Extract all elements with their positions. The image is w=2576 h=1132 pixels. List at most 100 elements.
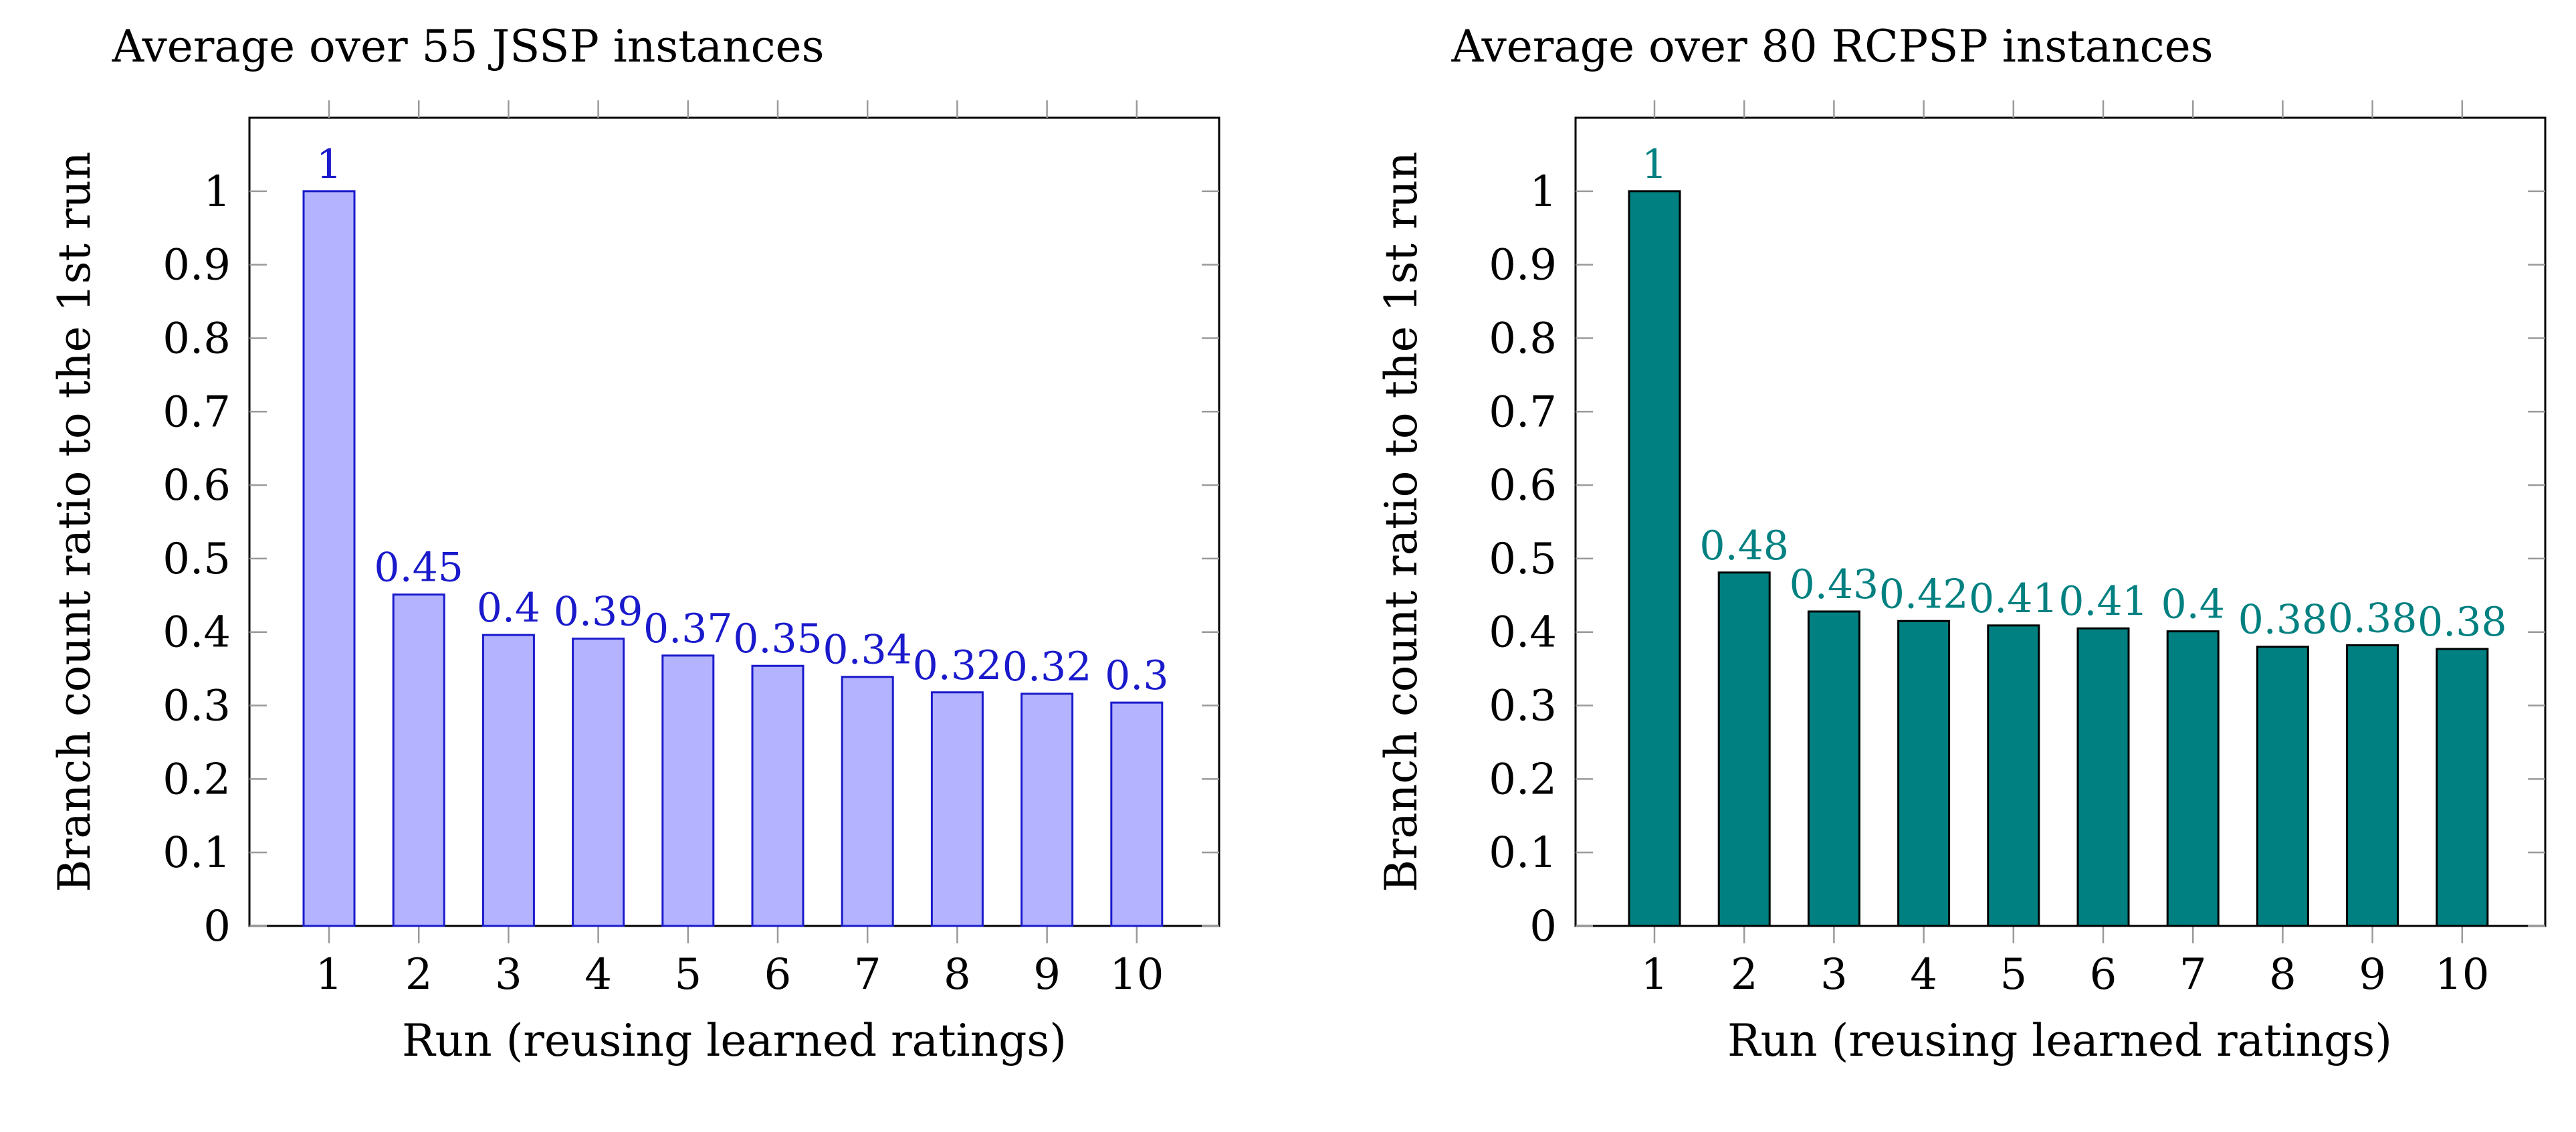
y-tick-label: 0.1: [1489, 828, 1557, 878]
bar-value-label: 0.4: [2161, 581, 2224, 628]
bar: [661, 654, 715, 927]
y-tick-label: 1: [1529, 167, 1557, 217]
y-tick-labels: 0 0.1 0.2 0.3 0.4 0.5 0.6 0.7 0.8 0.9 1: [163, 167, 231, 951]
bar-value-label: 0.37: [643, 605, 733, 652]
data-labels: 10.480.43 0.42 0.41 0.41 0.4 0.38 0.38 0.38: [1642, 141, 2507, 646]
y-tick-label: 0.4: [1489, 608, 1557, 658]
x-tick-label: 4: [1910, 950, 1937, 1000]
chart-title: Average over 80 RCPSP instances: [1451, 21, 2213, 72]
bar-value-label: 0.45: [374, 545, 463, 591]
x-tick-label: 1: [316, 950, 343, 1000]
chart-title: Average over 55 JSSP instances: [112, 21, 825, 72]
x-tick-label: 8: [2269, 950, 2296, 1000]
bar-value-label: 0.35: [733, 616, 823, 662]
bars: [1628, 190, 2489, 927]
y-tick-label: 0.4: [163, 608, 231, 658]
bar-value-label: 0.3: [1105, 652, 1168, 699]
bar-value-label: 0.48: [1699, 523, 1789, 569]
y-tick-label: 0.1: [163, 828, 231, 878]
bar: [1717, 571, 1771, 927]
bar-value-label: 0.41: [1969, 575, 2058, 622]
chart-rcpsp: Average over 80 RCPSP instances 10.480.4…: [1376, 21, 2547, 1066]
x-tick-label: 4: [584, 950, 612, 1000]
bar-value-label: 0.39: [554, 589, 643, 636]
y-tick-label: 0.6: [163, 461, 231, 510]
data-labels: 10.450.4 0.39 0.37 0.35 0.34 0.32 0.32 0.3: [316, 141, 1169, 699]
bar-value-label: 0.4: [477, 585, 540, 632]
bar: [302, 190, 356, 927]
bar: [930, 691, 984, 927]
bar-value-label: 0.32: [1002, 644, 1092, 690]
bar: [2436, 648, 2489, 927]
bar: [751, 664, 804, 927]
y-tick-label: 0.8: [1489, 314, 1557, 363]
y-tick-label: 0.3: [1489, 682, 1557, 731]
bar: [1807, 610, 1860, 927]
bar-value-label: 0.34: [823, 627, 912, 674]
x-tick-label: 10: [2435, 950, 2489, 1000]
x-tick-label: 6: [764, 950, 792, 1000]
x-axis-label: Run (reusing learned ratings): [1727, 1015, 2392, 1066]
bar-value-label: 1: [316, 141, 342, 188]
bar: [841, 676, 894, 927]
bar: [2256, 646, 2309, 927]
bar: [481, 634, 535, 927]
x-tick-label: 7: [854, 950, 881, 1000]
x-tick-label: 9: [1033, 950, 1061, 1000]
y-tick-label: 0.7: [163, 387, 231, 437]
y-tick-label: 0.6: [1489, 461, 1557, 510]
x-tick-labels: 1 2 3 4 5 6 7 8 9 10: [1641, 950, 2490, 1000]
bar-value-label: 0.38: [2328, 595, 2418, 642]
bar: [1021, 692, 1074, 927]
y-tick-labels: 0 0.1 0.2 0.3 0.4 0.5 0.6 0.7 0.8 0.9 1: [1489, 167, 1557, 951]
plot-frame: [248, 116, 1220, 927]
x-tick-label: 5: [674, 950, 702, 1000]
y-tick-label: 0: [1529, 902, 1557, 951]
x-tick-labels: 1 2 3 4 5 6 7 8 9 10: [316, 950, 1164, 1000]
y-tick-label: 1: [203, 167, 231, 217]
y-axis-label: Branch count ratio to the 1st run: [1376, 151, 1427, 892]
ticks: [249, 100, 1219, 943]
bar: [1897, 620, 1951, 927]
x-tick-label: 9: [2359, 950, 2386, 1000]
bar-value-label: 0.43: [1790, 561, 1879, 608]
bar: [572, 638, 625, 927]
bar: [392, 593, 445, 927]
y-tick-label: 0.2: [1489, 755, 1557, 804]
x-tick-label: 6: [2090, 950, 2117, 1000]
bar: [1987, 624, 2040, 927]
plot-frame: [1574, 116, 2547, 927]
y-tick-label: 0.9: [163, 241, 231, 290]
y-tick-label: 0.9: [1489, 241, 1557, 290]
bar-value-label: 0.38: [2238, 597, 2328, 644]
ticks: [1576, 100, 2545, 943]
y-tick-label: 0: [203, 902, 231, 951]
y-tick-label: 0.5: [163, 535, 231, 584]
x-tick-label: 5: [2000, 950, 2027, 1000]
bar-value-label: 0.42: [1879, 571, 1969, 618]
x-tick-label: 7: [2179, 950, 2207, 1000]
bar-value-label: 0.41: [2058, 578, 2148, 625]
x-axis-label: Run (reusing learned ratings): [402, 1015, 1067, 1066]
y-tick-label: 0.8: [163, 314, 231, 363]
bar: [1628, 190, 1681, 927]
bar-value-label: 1: [1642, 141, 1667, 188]
x-tick-label: 8: [944, 950, 971, 1000]
y-axis-label: Branch count ratio to the 1st run: [49, 151, 100, 892]
y-tick-label: 0.2: [163, 755, 231, 804]
x-tick-label: 1: [1641, 950, 1669, 1000]
y-tick-label: 0.3: [163, 682, 231, 731]
bars: [302, 190, 1164, 927]
bar: [1110, 701, 1164, 927]
y-tick-label: 0.7: [1489, 387, 1557, 437]
x-tick-label: 2: [405, 950, 433, 1000]
bar: [2166, 630, 2220, 927]
bar-value-label: 0.32: [913, 642, 1002, 689]
chart-jssp: Average over 55 JSSP instances 10.450.4 0…: [49, 21, 1220, 1066]
bar: [2346, 644, 2399, 927]
x-tick-label: 10: [1109, 950, 1164, 1000]
x-tick-label: 2: [1731, 950, 1758, 1000]
bar-value-label: 0.38: [2418, 599, 2507, 646]
